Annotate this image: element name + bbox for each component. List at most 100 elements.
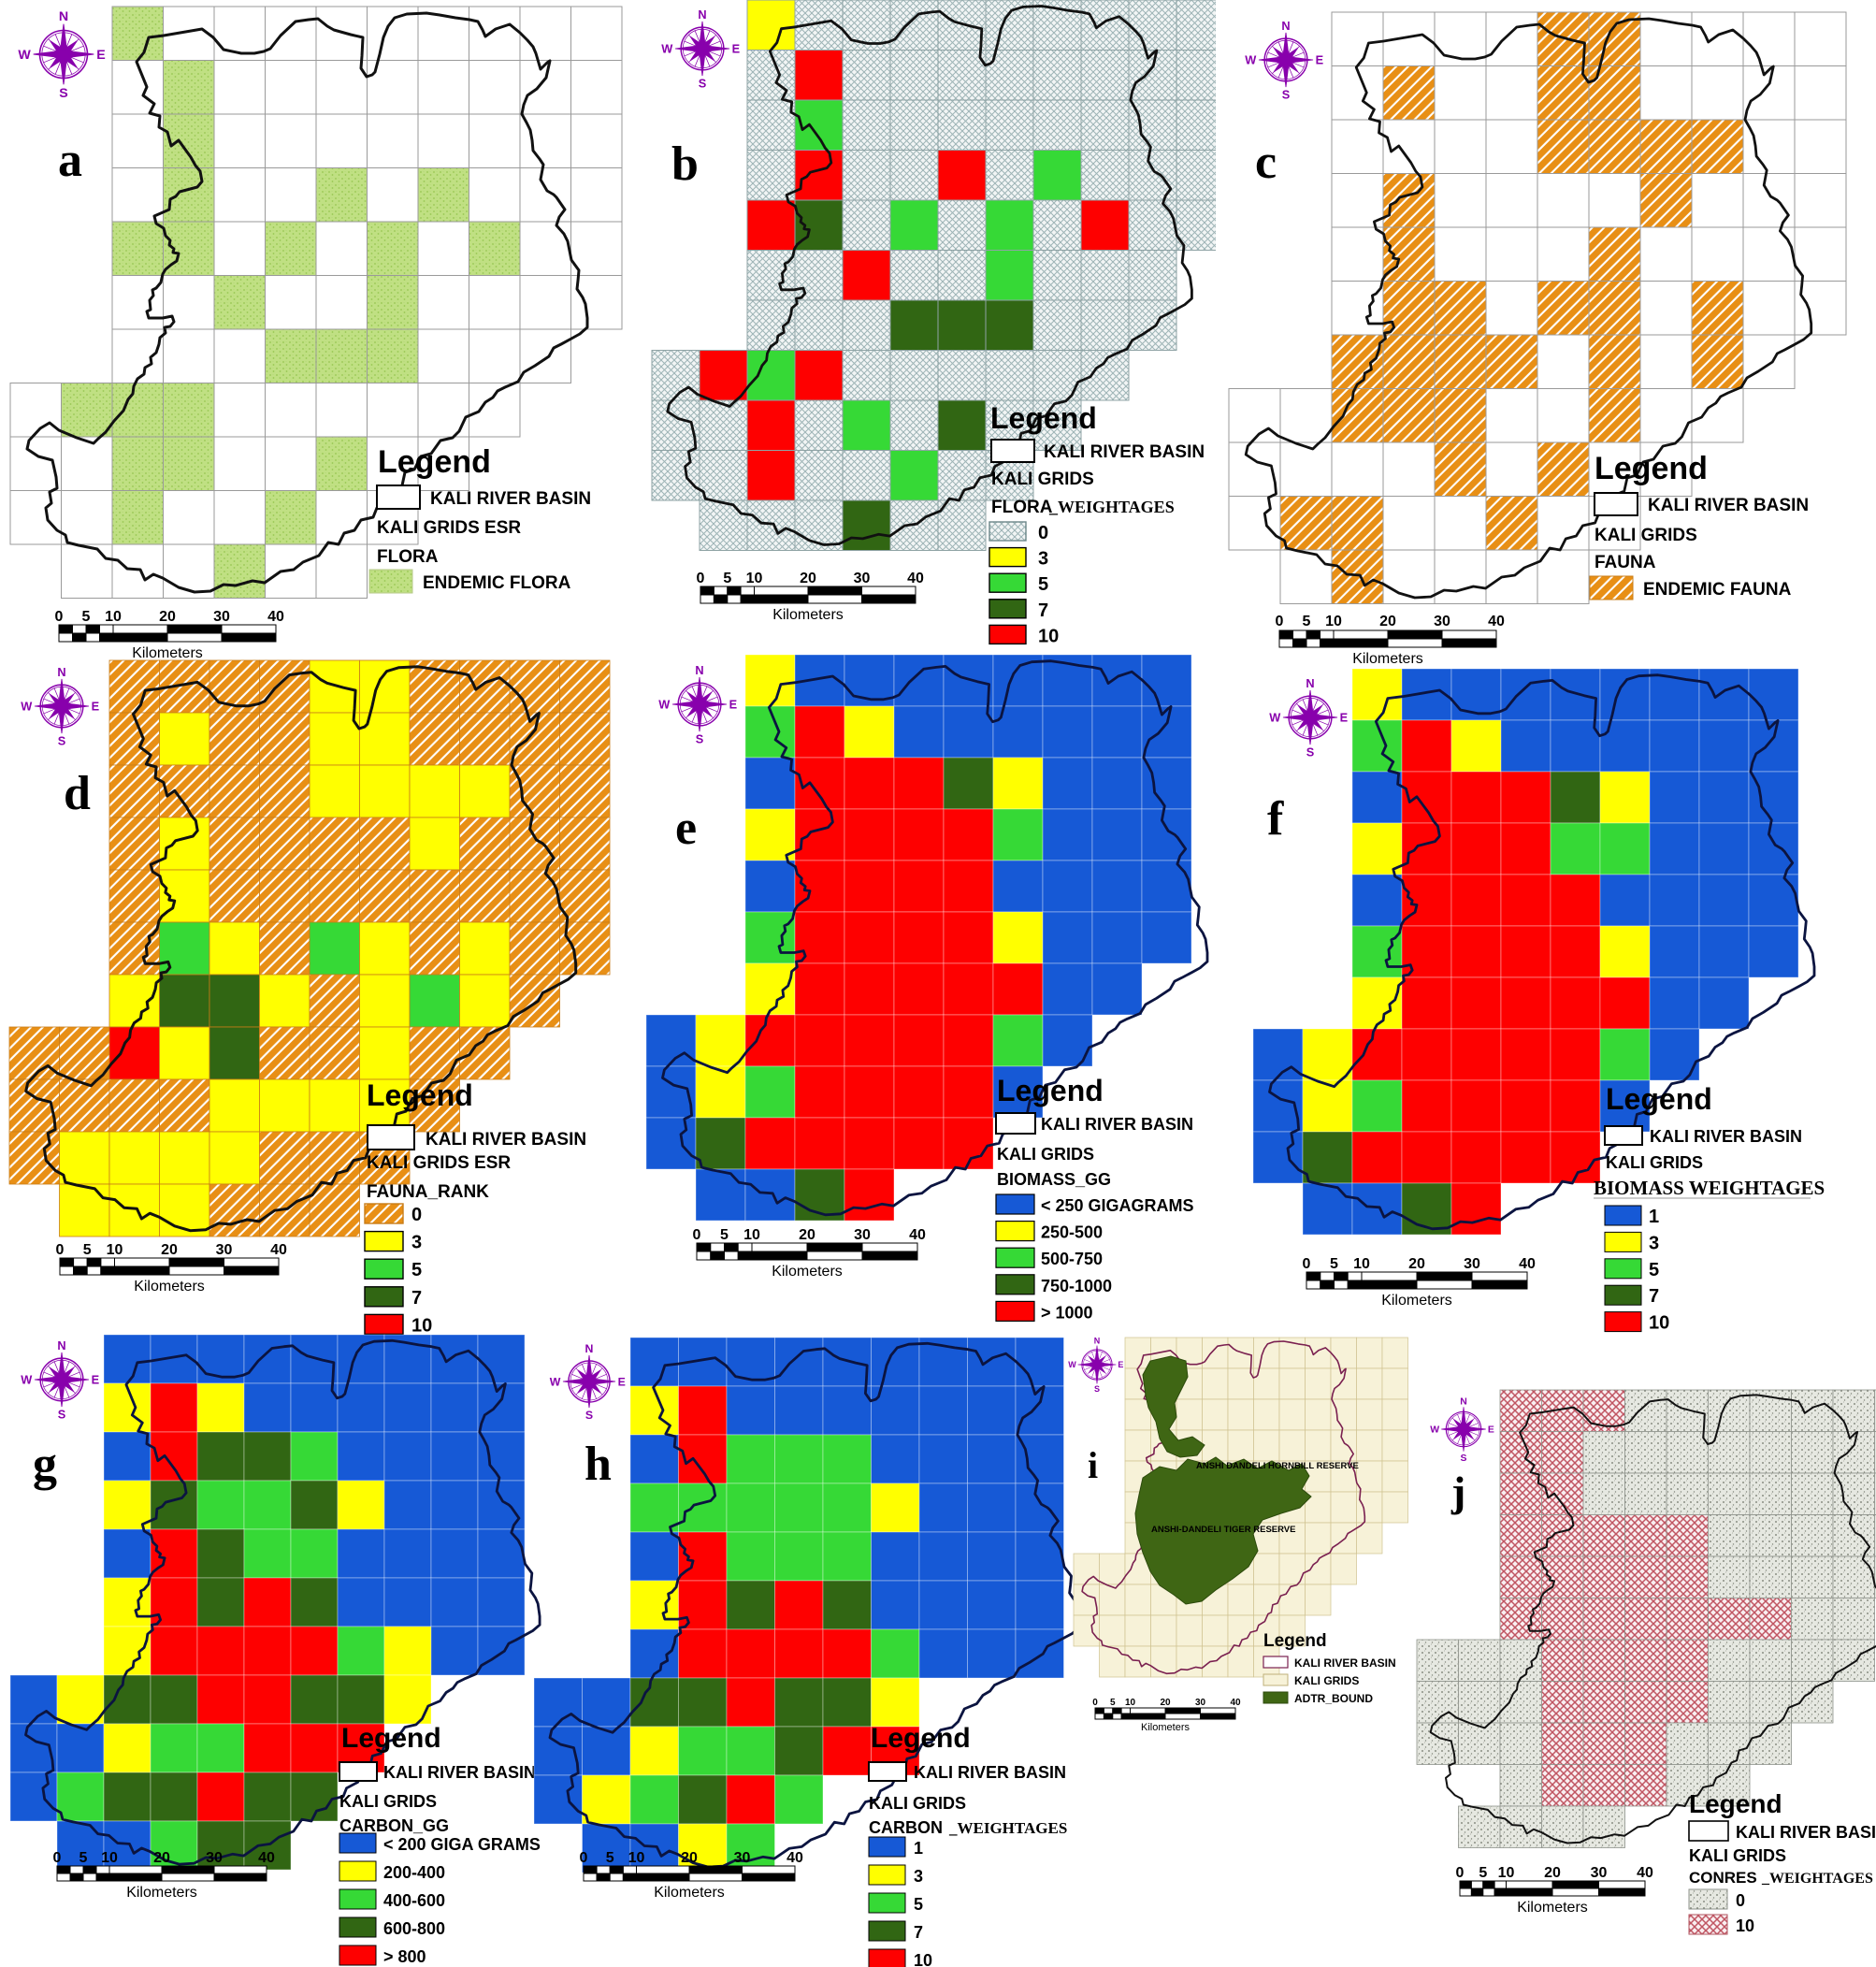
svg-text:_WEIGHTAGES: _WEIGHTAGES [948,1819,1067,1837]
svg-text:40: 40 [1519,1256,1536,1272]
svg-text:10: 10 [1325,614,1342,629]
svg-text:3: 3 [1038,549,1048,570]
svg-text:10: 10 [914,1951,932,1967]
svg-text:0: 0 [56,1242,65,1258]
svg-text:10: 10 [743,1227,760,1243]
svg-text:0: 0 [693,1227,701,1243]
svg-text:KALI RIVER BASIN: KALI RIVER BASIN [1041,1115,1193,1134]
svg-text:ANSHI DANDELI HORNBILL RESERVE: ANSHI DANDELI HORNBILL RESERVE [1196,1461,1359,1471]
svg-text:30: 30 [854,571,871,586]
svg-text:Kilometers: Kilometers [1381,1293,1452,1309]
svg-text:10: 10 [1498,1865,1515,1881]
svg-text:Kilometers: Kilometers [772,1264,843,1280]
svg-text:FAUNA_RANK: FAUNA_RANK [367,1182,489,1202]
svg-text:750-1000: 750-1000 [1041,1277,1112,1295]
svg-text:KALI GRIDS: KALI GRIDS [869,1794,966,1813]
svg-text:Legend: Legend [871,1723,971,1754]
svg-text:20: 20 [159,609,176,625]
svg-text:0: 0 [411,1205,422,1225]
svg-text:0: 0 [697,571,705,586]
svg-text:5: 5 [720,1227,729,1243]
svg-text:e: e [675,802,697,855]
svg-text:10: 10 [411,1315,432,1336]
svg-text:KALI RIVER BASIN: KALI RIVER BASIN [1650,1127,1802,1146]
svg-text:30: 30 [1591,1865,1608,1881]
svg-text:30: 30 [206,1850,223,1866]
svg-text:d: d [64,767,91,820]
svg-text:Legend: Legend [997,1074,1104,1107]
svg-text:Kilometers: Kilometers [772,607,844,623]
svg-text:< 250 GIGAGRAMS: < 250 GIGAGRAMS [1041,1196,1194,1215]
svg-text:1: 1 [1649,1207,1659,1227]
svg-text:FLORA: FLORA [377,547,439,567]
svg-text:CARBON: CARBON [869,1818,943,1837]
svg-text:a: a [58,134,82,187]
svg-text:40: 40 [270,1242,287,1258]
svg-text:ENDEMIC FAUNA: ENDEMIC FAUNA [1643,580,1792,600]
svg-text:30: 30 [1195,1698,1206,1708]
svg-text:5: 5 [914,1895,923,1914]
svg-text:0: 0 [55,609,64,625]
svg-text:20: 20 [1379,614,1396,629]
svg-text:_WEIGHTAGES: _WEIGHTAGES [1761,1871,1873,1887]
svg-text:5: 5 [1330,1256,1338,1272]
svg-text:20: 20 [799,1227,815,1243]
svg-text:10: 10 [1649,1313,1669,1334]
svg-text:CONRES: CONRES [1689,1869,1757,1887]
svg-text:FLORA: FLORA [991,498,1053,517]
svg-text:10: 10 [1125,1698,1136,1708]
svg-text:0: 0 [1456,1865,1465,1881]
svg-text:1: 1 [914,1839,923,1858]
svg-text:400-600: 400-600 [383,1891,445,1910]
svg-text:0: 0 [1038,523,1048,543]
svg-text:10: 10 [101,1850,118,1866]
svg-text:5: 5 [723,571,731,586]
svg-text:20: 20 [800,571,816,586]
svg-text:500-750: 500-750 [1041,1250,1103,1268]
svg-text:KALI RIVER BASIN: KALI RIVER BASIN [430,489,591,509]
svg-text:Legend: Legend [1606,1082,1712,1116]
svg-text:10: 10 [1353,1256,1370,1272]
svg-text:7: 7 [411,1288,422,1309]
svg-text:30: 30 [213,609,230,625]
svg-text:20: 20 [1544,1865,1561,1881]
svg-text:250-500: 250-500 [1041,1223,1103,1242]
svg-text:7: 7 [914,1923,923,1942]
svg-text:g: g [33,1438,57,1491]
svg-text:5: 5 [1110,1698,1116,1708]
svg-text:KALI GRIDS ESR: KALI GRIDS ESR [367,1153,511,1173]
svg-text:ADTR_BOUND: ADTR_BOUND [1294,1692,1373,1705]
svg-text:30: 30 [854,1227,871,1243]
svg-text:5: 5 [411,1260,422,1280]
svg-text:Legend: Legend [378,444,491,480]
svg-text:10: 10 [107,1242,123,1258]
svg-text:40: 40 [909,1227,926,1243]
svg-text:40: 40 [786,1850,803,1866]
svg-text:> 1000: > 1000 [1041,1303,1093,1322]
svg-text:Kilometers: Kilometers [654,1885,725,1901]
svg-text:KALI GRIDS ESR: KALI GRIDS ESR [377,518,521,538]
svg-text:40: 40 [1637,1865,1653,1881]
svg-text:ANSHI-DANDELI TIGER RESERVE: ANSHI-DANDELI TIGER RESERVE [1151,1525,1295,1535]
svg-text:KALI RIVER BASIN: KALI RIVER BASIN [1736,1823,1876,1842]
svg-text:Legend: Legend [1595,451,1708,486]
svg-text:40: 40 [1230,1698,1241,1708]
svg-text:FAUNA: FAUNA [1595,553,1656,572]
svg-text:10: 10 [1736,1916,1754,1935]
svg-text:KALI RIVER BASIN: KALI RIVER BASIN [426,1130,586,1150]
svg-text:3: 3 [1649,1233,1659,1253]
svg-text:ENDEMIC FLORA: ENDEMIC FLORA [423,573,571,593]
svg-text:20: 20 [1408,1256,1425,1272]
svg-text:KALI RIVER BASIN: KALI RIVER BASIN [1294,1656,1396,1670]
svg-text:f: f [1267,792,1284,846]
svg-text:Legend: Legend [367,1078,473,1112]
svg-text:KALI GRIDS: KALI GRIDS [1595,526,1697,545]
svg-text:< 200 GIGA GRAMS: < 200 GIGA GRAMS [383,1835,541,1854]
svg-text:b: b [671,137,699,191]
svg-text:KALI GRIDS: KALI GRIDS [1294,1674,1359,1687]
svg-text:KALI RIVER BASIN: KALI RIVER BASIN [914,1763,1066,1782]
svg-text:20: 20 [161,1242,178,1258]
svg-text:0: 0 [1092,1698,1098,1708]
svg-text:c: c [1255,136,1277,189]
svg-text:5: 5 [83,1242,92,1258]
